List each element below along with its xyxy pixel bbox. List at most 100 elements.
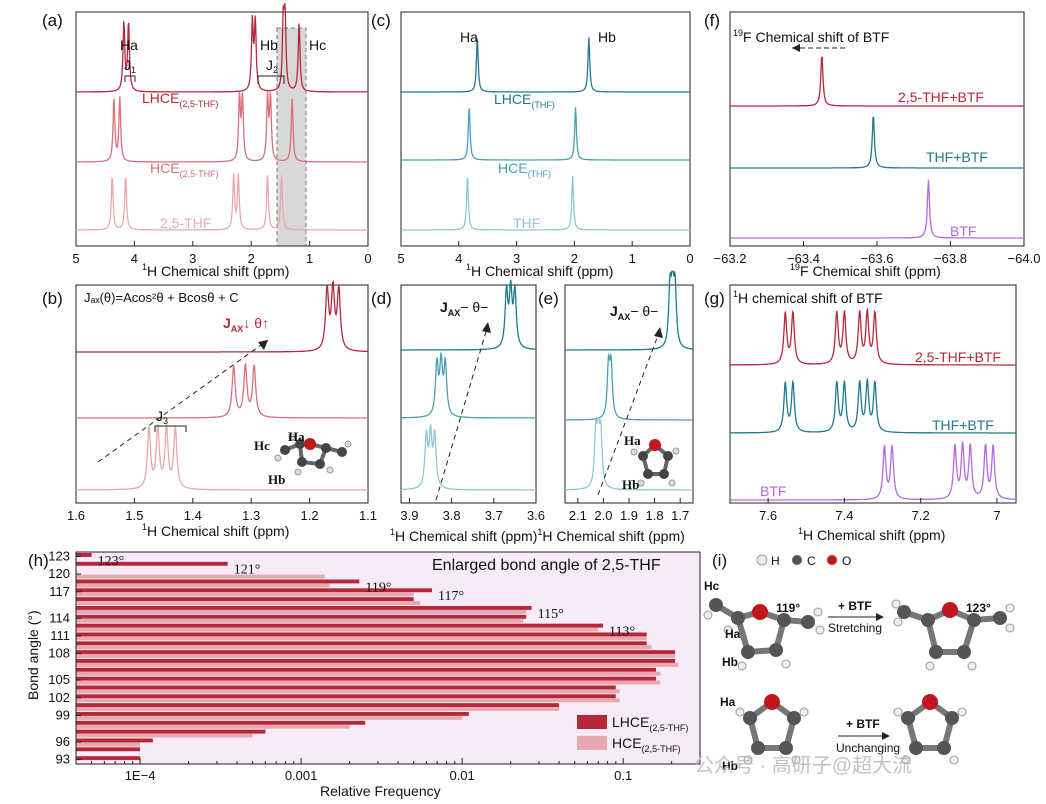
panel-a-x-axis: 5 4 3 2 1 0: [72, 241, 372, 266]
bar-hce25thf-111: [76, 636, 647, 641]
bar-lhce25thf-99: [76, 712, 469, 716]
panel-a-x-axis-title: 1H Chemical shift (ppm): [142, 262, 289, 279]
spectrum-trace-e-2: [565, 418, 693, 491]
panel-g-label: (g): [704, 289, 725, 308]
spectrum-trace-c-1: [401, 107, 690, 161]
x-tick-label-g-1: 7.4: [835, 508, 853, 523]
bar-lhce25thf-113: [76, 623, 604, 628]
j3-label: J3: [156, 408, 168, 426]
panel-e-label: (e): [538, 289, 559, 308]
row1-arrow-top: + BTF: [838, 599, 872, 613]
bar-hce25thf-114: [76, 618, 524, 623]
panel-d-label: (d): [371, 289, 392, 308]
trace-label-25thf: 2,5-THF: [160, 215, 211, 231]
bar-hce25thf-120: [76, 574, 325, 579]
legend-label-lhce: LHCE(2,5-THF): [612, 714, 688, 733]
bar-lhce25thf-100: [76, 703, 560, 708]
trace-label-hce-25thf: HCE(2,5-THF): [150, 160, 219, 179]
bar-lhce25thf-108: [76, 650, 676, 655]
j3-bracket: [154, 425, 187, 432]
x-tick-label-g-2: 7.2: [912, 508, 930, 523]
panel-b-x-axis-title: 1H Chemical shift (ppm): [142, 522, 289, 539]
bar-lhce25thf-96: [76, 738, 153, 743]
spectrum-trace-g-0: [730, 307, 1016, 366]
x-tick-label-h-0: 1E−4: [125, 768, 156, 783]
mol-label-hc-b: Hc: [254, 438, 270, 453]
trace-label-25thf-btf-g: 2,5-THF+BTF: [915, 349, 1001, 365]
mol-label-hc-i: Hc: [704, 579, 720, 593]
bar-hce25thf-99: [76, 715, 463, 720]
bar-lhce25thf-121: [76, 561, 228, 566]
legend-o-atom-icon: [827, 555, 837, 565]
mol-label-hb-i2: Hb: [722, 759, 738, 773]
spectrum-trace-f-2: [730, 179, 1024, 239]
bar-lhce25thf-95: [76, 747, 141, 752]
x-tick-label-e-4: 1.7: [671, 508, 689, 523]
mol-label-ha-i: Ha: [725, 627, 741, 641]
x-tick-label-c-1: 4: [455, 251, 462, 266]
spectrum-trace-f-1: [730, 117, 1024, 169]
panel-d-x-axis: 3.9 3.8 3.7 3.6: [400, 498, 545, 523]
panel-d: (d) JAX− θ− 3.9 3.8 3.7 3.6: [371, 280, 545, 523]
bar-lhce25thf-115: [76, 606, 532, 610]
x-tick-label-c-5: 0: [686, 251, 693, 266]
y-tick-label-h-6: 105: [48, 672, 70, 687]
spectrum-trace-a-0: [76, 2, 368, 93]
panel-b-equation: Jₐₓ(θ)=Acos²θ + Bcosθ + C: [84, 290, 239, 305]
mol-label-ha-i2: Ha: [720, 695, 736, 709]
molecule-thf-icon: [630, 439, 680, 487]
bar-lhce25thf-93: [76, 756, 141, 761]
bar-lhce25thf-106: [76, 667, 657, 672]
panel-h-label: (h): [28, 551, 49, 570]
panel-f-label: (f): [704, 11, 720, 30]
bar-hce25thf-104: [76, 689, 620, 694]
panel-h-x-axis: 1E−4 0.001 0.01 0.1: [75, 758, 673, 783]
x-tick-label-b-1: 1.5: [125, 508, 143, 523]
panel-d-trend-arrow: [435, 324, 489, 501]
panel-h: 123° 121° 119° 117° 115° 113° (h) Enlarged bo…: [25, 548, 701, 799]
panel-c-x-axis: 5 4 3 2 1 0: [397, 241, 694, 266]
x-tick-label-e-2: 1.9: [620, 508, 638, 523]
panel-f-x-axis: −63.2 −63.4 −63.6 −63.8 −64.0: [714, 241, 1040, 266]
legend-label-hce: HCE(2,5-THF): [612, 735, 681, 754]
panel-c-x-axis-title: 1H Chemical shift (ppm): [466, 262, 613, 279]
legend-c-atom-icon: [792, 555, 802, 565]
spectrum-trace-c-0: [401, 37, 690, 93]
molecule-thf-after-icon: [893, 694, 967, 765]
x-tick-label-h-1: 0.001: [285, 768, 318, 783]
bar-hce25thf-108: [76, 654, 676, 658]
y-tick-label-h-0: 123: [48, 548, 70, 563]
bar-hce25thf-107: [76, 662, 679, 667]
molecule-thf-before-icon: [735, 694, 809, 765]
panel-b-label: (b): [42, 289, 63, 308]
panel-f-frame: [729, 11, 1025, 247]
panel-g-title: 1H chemical shift of BTF: [733, 289, 883, 306]
panel-b: (b) Jₐₓ(θ)=Acos²θ + Bcosθ + C JAX↓ θ↑ J3: [42, 279, 377, 539]
panel-g: (g) 1H chemical shift of BTF 2,5-THF+BTF…: [704, 284, 1017, 543]
angle-annotation-117: 117°: [438, 589, 464, 604]
j1-label: J1: [124, 57, 136, 75]
trace-label-25thf-btf-f: 2,5-THF+BTF: [898, 89, 984, 105]
bar-hce25thf-113: [76, 627, 599, 632]
bar-lhce25thf-116: [76, 597, 414, 602]
x-tick-label-b-5: 1.1: [359, 508, 377, 523]
bar-lhce25thf-110: [76, 641, 647, 646]
x-tick-label-c-0: 5: [397, 251, 404, 266]
trace-label-lhce-25thf: LHCE(2,5-THF): [142, 90, 218, 109]
x-tick-label-a-5: 0: [364, 251, 371, 266]
trace-label-thf: THF: [513, 215, 540, 231]
panel-b-trend: JAX↓ θ↑: [223, 315, 269, 334]
y-tick-label-h-4: 111: [50, 628, 70, 643]
bar-hce25thf-105: [76, 680, 661, 685]
panel-e-x-axis: 2.1 2.0 1.9 1.8 1.7: [569, 498, 689, 523]
x-tick-label-f-2: −63.6: [861, 251, 894, 266]
spectrum-trace-b-1: [76, 362, 368, 419]
panel-f: (f) 19F Chemical shift of BTF 2,5-THF+BT…: [704, 11, 1040, 279]
angle-right-label: 123°: [966, 601, 991, 615]
panel-g-x-axis-title: 1H Chemical shift (ppm): [798, 526, 945, 543]
row2-arrow-head: [882, 732, 890, 740]
bar-lhce25thf-107: [76, 659, 676, 663]
bar-lhce25thf-117: [76, 588, 433, 593]
panel-d-trend: JAX− θ−: [440, 299, 488, 318]
